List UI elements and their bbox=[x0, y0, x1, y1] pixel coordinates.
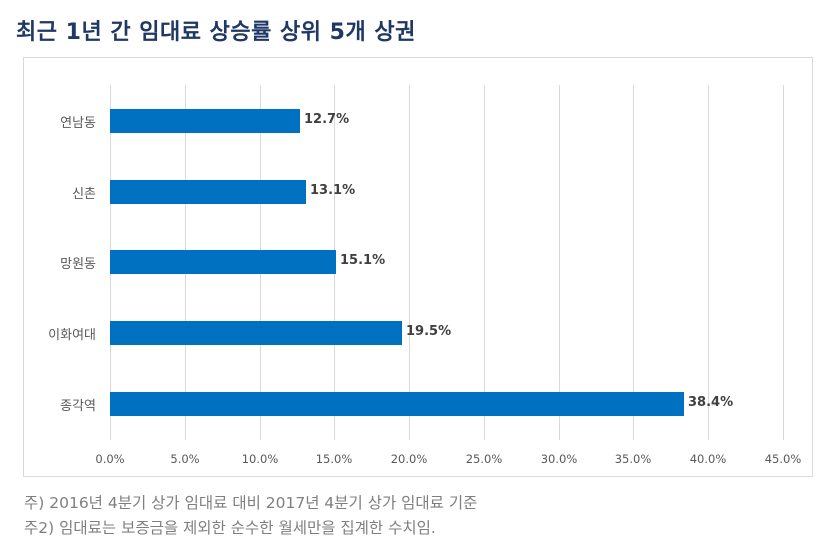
gridline bbox=[559, 85, 560, 440]
x-tick-label: 30.0% bbox=[540, 452, 578, 466]
x-tick-label: 0.0% bbox=[95, 452, 125, 466]
x-tick-label: 20.0% bbox=[390, 452, 428, 466]
x-tick-label: 5.0% bbox=[170, 452, 200, 466]
gridline bbox=[708, 85, 709, 440]
bar bbox=[110, 109, 300, 133]
x-tick-label: 25.0% bbox=[465, 452, 503, 466]
x-tick-label: 40.0% bbox=[689, 452, 727, 466]
gridline bbox=[783, 85, 784, 440]
x-tick-label: 35.0% bbox=[614, 452, 652, 466]
bar bbox=[110, 180, 306, 204]
data-label: 15.1% bbox=[340, 253, 386, 268]
bar bbox=[110, 321, 402, 345]
category-label: 신촌 bbox=[72, 187, 96, 202]
category-label: 이화여대 bbox=[48, 328, 96, 343]
data-label: 13.1% bbox=[310, 183, 356, 198]
gridline bbox=[633, 85, 634, 440]
x-tick-label: 45.0% bbox=[764, 452, 802, 466]
data-label: 12.7% bbox=[304, 112, 350, 127]
data-label: 19.5% bbox=[406, 324, 452, 339]
data-label: 38.4% bbox=[688, 395, 734, 410]
category-label: 종각역 bbox=[60, 399, 96, 414]
bar bbox=[110, 392, 684, 416]
bar bbox=[110, 250, 336, 274]
footnote-1: 주) 2016년 4분기 상가 임대료 대비 2017년 4분기 상가 임대료 … bbox=[24, 494, 478, 512]
x-tick-label: 10.0% bbox=[241, 452, 279, 466]
gridline bbox=[409, 85, 410, 440]
category-label: 망원동 bbox=[60, 257, 96, 272]
gridline bbox=[484, 85, 485, 440]
category-label: 연남동 bbox=[60, 116, 96, 131]
x-tick-label: 15.0% bbox=[315, 452, 353, 466]
chart-title: 최근 1년 간 임대료 상승률 상위 5개 상권 bbox=[16, 20, 416, 45]
footnote-2: 주2) 임대료는 보증금을 제외한 순수한 월세만을 집계한 수치임. bbox=[24, 519, 436, 537]
